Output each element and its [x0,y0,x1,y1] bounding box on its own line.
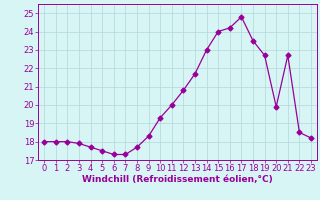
X-axis label: Windchill (Refroidissement éolien,°C): Windchill (Refroidissement éolien,°C) [82,175,273,184]
